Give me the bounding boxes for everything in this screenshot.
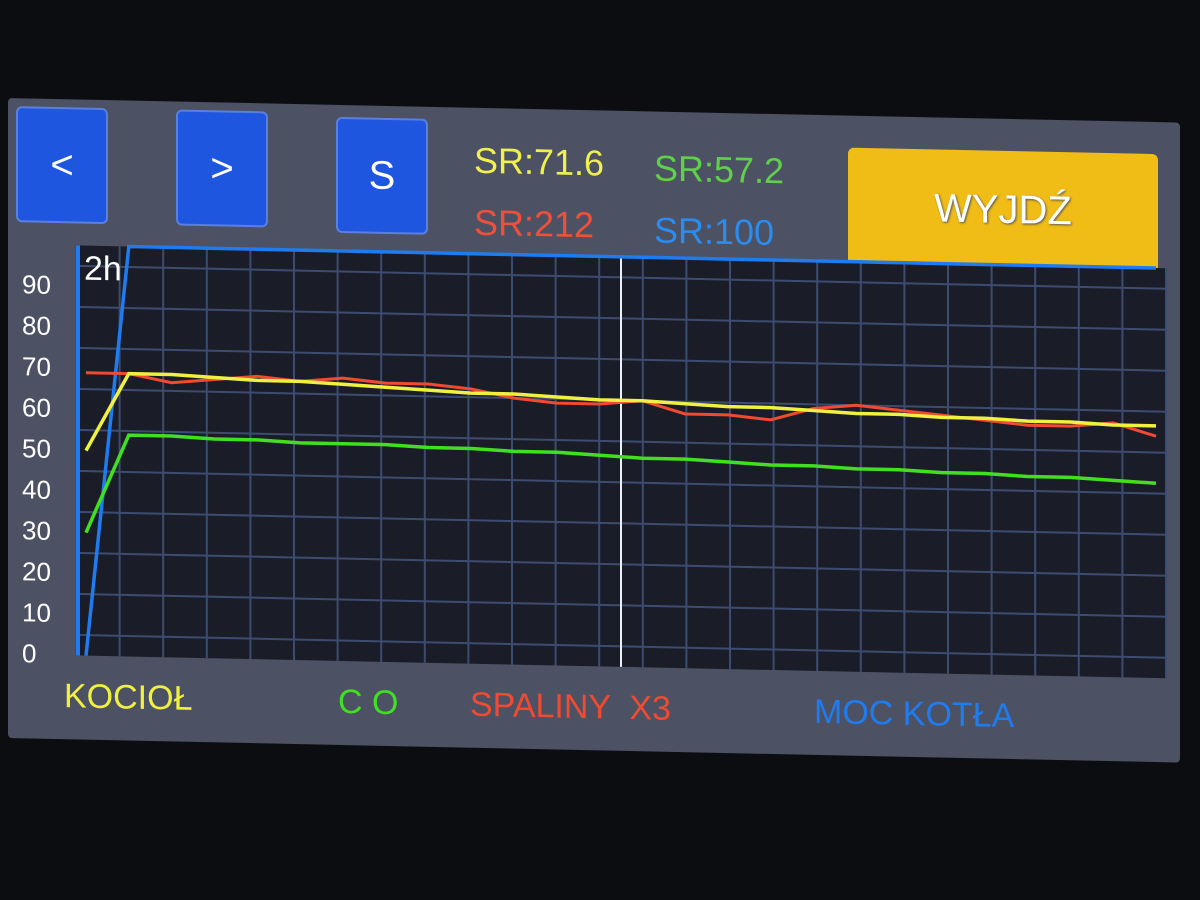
legend-spaliny: SPALINY X3: [470, 685, 671, 728]
next-button[interactable]: >: [176, 109, 268, 228]
series-line-1: [84, 433, 1157, 534]
prev-button[interactable]: <: [16, 106, 108, 225]
y-tick-label: 90: [22, 269, 51, 300]
y-tick-label: 70: [22, 351, 51, 382]
y-tick-label: 60: [22, 392, 51, 423]
exit-button[interactable]: WYJDŹ: [848, 147, 1158, 273]
legend-kociol: KOCIOŁ: [64, 677, 193, 718]
time-range-label: 2h: [84, 250, 122, 289]
avg-spaliny: SR:212: [474, 201, 595, 246]
chart-plot: 2h: [75, 244, 1167, 679]
series-line-3: [84, 244, 1156, 656]
avg-kociol: SR:71.6: [474, 139, 605, 184]
legend-co: C O: [338, 682, 399, 723]
series-line-0: [84, 371, 1156, 452]
y-tick-label: 0: [22, 638, 37, 669]
y-tick-label: 40: [22, 474, 51, 505]
avg-moc: SR:100: [654, 209, 775, 254]
y-tick-label: 20: [22, 556, 51, 587]
y-tick-label: 50: [22, 433, 51, 464]
y-tick-label: 30: [22, 515, 51, 546]
controller-screen: < > S SR:71.6 SR:57.2 SR:212 SR:100 WYJD…: [8, 98, 1180, 763]
s-button[interactable]: S: [336, 116, 428, 235]
y-tick-label: 10: [22, 597, 51, 628]
legend-moc: MOC KOTŁA: [814, 692, 1015, 736]
avg-co: SR:57.2: [654, 147, 785, 192]
y-tick-label: 80: [22, 310, 51, 341]
